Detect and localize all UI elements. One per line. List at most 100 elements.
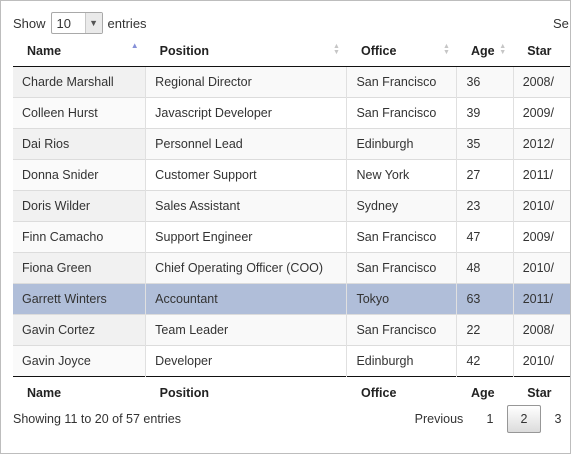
cell-office: San Francisco bbox=[346, 221, 458, 253]
cell-start-date: 2011/ bbox=[513, 159, 570, 191]
cell-start-date: 2008/ bbox=[513, 314, 570, 346]
footer-office: Office bbox=[346, 376, 457, 408]
table-row[interactable]: Dai Rios Personnel Lead Edinburgh 35 2012/ bbox=[13, 128, 570, 160]
cell-age: 39 bbox=[456, 97, 514, 129]
table-row[interactable]: Doris Wilder Sales Assistant Sydney 23 2010/ bbox=[13, 190, 570, 222]
column-header-name[interactable]: Name ▲ bbox=[13, 35, 146, 67]
chevron-down-icon[interactable]: ▼ bbox=[84, 13, 102, 33]
footer-label: Age bbox=[470, 385, 495, 400]
data-table: Name ▲ Position ▲ ▼ Office ▲ ▼ Age ▲ ▼ Star bbox=[13, 35, 570, 408]
pagination: Previous 1 2 3 bbox=[405, 405, 570, 433]
table-body: Charde Marshall Regional Director San Fran… bbox=[13, 66, 570, 377]
previous-page-button[interactable]: Previous bbox=[414, 412, 464, 426]
cell-age: 23 bbox=[456, 190, 514, 222]
footer-label: Position bbox=[159, 385, 209, 400]
column-header-label: Name bbox=[27, 43, 62, 58]
sort-both-icon: ▲ ▼ bbox=[499, 43, 507, 56]
cell-start-date: 2012/ bbox=[513, 128, 570, 160]
table-info: Showing 11 to 20 of 57 entries bbox=[13, 412, 181, 426]
footer-name: Name bbox=[13, 376, 146, 408]
table-header-row: Name ▲ Position ▲ ▼ Office ▲ ▼ Age ▲ ▼ Star bbox=[13, 35, 570, 67]
cell-age: 42 bbox=[456, 345, 514, 377]
cell-age: 47 bbox=[456, 221, 514, 253]
cell-start-date: 2008/ bbox=[513, 66, 570, 98]
table-row[interactable]: Colleen Hurst Javascript Developer San Fra… bbox=[13, 97, 570, 129]
entries-label: entries bbox=[107, 15, 147, 31]
cell-position: Support Engineer bbox=[145, 221, 348, 253]
column-header-label: Star bbox=[527, 43, 552, 58]
cell-name: Gavin Joyce bbox=[13, 345, 147, 377]
cell-age: 22 bbox=[456, 314, 514, 346]
cell-position: Personnel Lead bbox=[145, 128, 348, 160]
page-button-2[interactable]: 2 bbox=[507, 405, 541, 433]
column-header-label: Office bbox=[360, 43, 397, 58]
length-control: Show 10 ▼ entries bbox=[13, 11, 147, 35]
cell-start-date: 2010/ bbox=[513, 190, 570, 222]
cell-office: Sydney bbox=[346, 190, 458, 222]
column-header-label: Position bbox=[159, 43, 209, 58]
table-row[interactable]: Gavin Cortez Team Leader San Francisco 22 20… bbox=[13, 314, 570, 346]
table-row[interactable]: Charde Marshall Regional Director San Fran… bbox=[13, 66, 570, 98]
cell-age: 36 bbox=[456, 66, 514, 98]
footer-age: Age bbox=[456, 376, 514, 408]
cell-office: Edinburgh bbox=[346, 345, 458, 377]
sort-ascending-icon: ▲ bbox=[130, 41, 139, 50]
cell-start-date: 2011/ bbox=[513, 283, 570, 315]
cell-position: Javascript Developer bbox=[145, 97, 348, 129]
table-row[interactable]: Garrett Winters Accountant Tokyo 63 2011/ bbox=[13, 283, 570, 315]
page-button-3[interactable]: 3 bbox=[554, 412, 562, 426]
column-header-position[interactable]: Position ▲ ▼ bbox=[145, 35, 347, 67]
table-footer-row: Name Position Office Age Star bbox=[13, 376, 570, 408]
cell-name: Dai Rios bbox=[13, 128, 147, 160]
cell-name: Charde Marshall bbox=[13, 66, 147, 98]
sort-both-icon: ▲ ▼ bbox=[333, 43, 340, 56]
cell-office: San Francisco bbox=[346, 66, 458, 98]
footer-label: Name bbox=[27, 385, 62, 400]
cell-position: Chief Operating Officer (COO) bbox=[145, 252, 348, 284]
cell-name: Finn Camacho bbox=[13, 221, 147, 253]
footer-label: Office bbox=[360, 385, 397, 400]
column-header-office[interactable]: Office ▲ ▼ bbox=[346, 35, 457, 67]
search-label: Se bbox=[553, 16, 569, 31]
column-header-age[interactable]: Age ▲ ▼ bbox=[456, 35, 514, 67]
cell-name: Garrett Winters bbox=[13, 283, 147, 315]
cell-start-date: 2010/ bbox=[513, 345, 570, 377]
show-label: Show bbox=[13, 15, 46, 31]
cell-age: 35 bbox=[456, 128, 514, 160]
cell-office: San Francisco bbox=[346, 97, 458, 129]
cell-office: San Francisco bbox=[346, 314, 458, 346]
table-row[interactable]: Finn Camacho Support Engineer San Francisc… bbox=[13, 221, 570, 253]
cell-office: Tokyo bbox=[346, 283, 458, 315]
sort-both-icon: ▲ ▼ bbox=[443, 43, 450, 56]
cell-age: 27 bbox=[456, 159, 514, 191]
cell-office: Edinburgh bbox=[346, 128, 458, 160]
cell-start-date: 2010/ bbox=[513, 252, 570, 284]
cell-start-date: 2009/ bbox=[513, 97, 570, 129]
table-row[interactable]: Fiona Green Chief Operating Officer (COO)… bbox=[13, 252, 570, 284]
column-header-start-date[interactable]: Star bbox=[513, 35, 570, 67]
cell-name: Fiona Green bbox=[13, 252, 147, 284]
cell-name: Gavin Cortez bbox=[13, 314, 147, 346]
cell-age: 63 bbox=[456, 283, 514, 315]
cell-position: Accountant bbox=[145, 283, 348, 315]
cell-age: 48 bbox=[456, 252, 514, 284]
cell-position: Developer bbox=[145, 345, 348, 377]
cell-office: New York bbox=[346, 159, 458, 191]
cell-name: Colleen Hurst bbox=[13, 97, 147, 129]
table-row[interactable]: Gavin Joyce Developer Edinburgh 42 2010/ bbox=[13, 345, 570, 377]
cell-position: Regional Director bbox=[145, 66, 348, 98]
cell-position: Customer Support bbox=[145, 159, 348, 191]
entries-select-value: 10 bbox=[56, 15, 71, 31]
page-button-1[interactable]: 1 bbox=[486, 412, 494, 426]
footer-position: Position bbox=[145, 376, 347, 408]
cell-name: Doris Wilder bbox=[13, 190, 147, 222]
footer-start-date: Star bbox=[513, 376, 570, 408]
column-header-label: Age bbox=[470, 43, 495, 58]
cell-start-date: 2009/ bbox=[513, 221, 570, 253]
footer-label: Star bbox=[527, 385, 552, 400]
cell-position: Sales Assistant bbox=[145, 190, 348, 222]
table-row[interactable]: Donna Snider Customer Support New York 27 20… bbox=[13, 159, 570, 191]
entries-per-page-select[interactable]: 10 ▼ bbox=[50, 12, 103, 34]
cell-name: Donna Snider bbox=[13, 159, 147, 191]
